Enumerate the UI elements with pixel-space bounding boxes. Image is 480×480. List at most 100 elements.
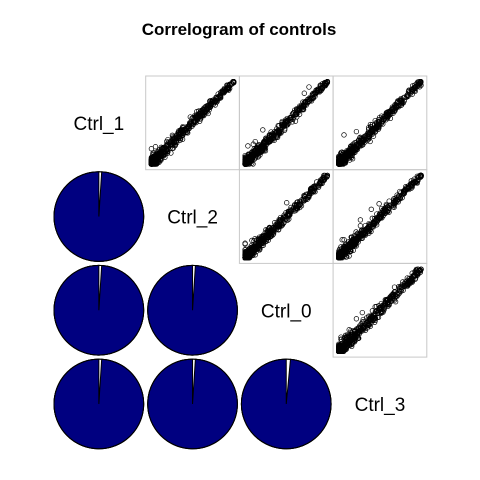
scatter-point (284, 122, 291, 128)
scatter-point (298, 203, 305, 209)
scatter-point (402, 186, 408, 192)
scatter-panel-ctrl_0-ctrl_3 (332, 262, 428, 358)
scatter-point (167, 139, 173, 145)
scatter-point (337, 348, 343, 355)
scatter-point (375, 314, 382, 321)
scatter-point (322, 83, 328, 89)
scatter-point (250, 154, 256, 160)
scatter-point (321, 80, 328, 86)
scatter-point (373, 308, 379, 315)
scatter-point (300, 106, 306, 112)
scatter-point (386, 198, 392, 204)
scatter-panel-ctrl_2-ctrl_0 (238, 169, 334, 264)
scatter-point (386, 205, 392, 212)
scatter-point (192, 114, 199, 121)
scatter-point (359, 326, 365, 332)
scatter-point (155, 148, 161, 155)
scatter-point (353, 316, 360, 322)
scatter-point (275, 128, 282, 134)
scatter-point (353, 141, 360, 148)
scatter-point (220, 89, 226, 95)
scatter-point (368, 228, 374, 235)
scatter-point (403, 184, 409, 190)
scatter-point (160, 149, 166, 156)
scatter-point (341, 153, 347, 159)
scatter-point (306, 192, 313, 198)
scatter-point (389, 294, 396, 300)
scatter-point (346, 253, 352, 259)
scatter-point (418, 79, 424, 85)
scatter-point (378, 215, 384, 221)
scatter-point (149, 154, 155, 161)
scatter-point (395, 104, 402, 110)
scatter-point (252, 138, 258, 145)
scatter-point (286, 216, 292, 222)
scatter-point (251, 238, 257, 244)
scatter-point (416, 80, 422, 87)
pie-outline (53, 264, 145, 356)
scatter-point (395, 98, 401, 104)
scatter-point (381, 304, 387, 311)
scatter-point (306, 84, 312, 90)
scatter-point (392, 289, 398, 295)
scatter-point (266, 234, 272, 241)
scatter-point (268, 135, 274, 142)
scatter-point (336, 255, 342, 261)
scatter-point (351, 238, 357, 244)
scatter-point (214, 98, 220, 105)
scatter-point (366, 223, 372, 229)
scatter-point (288, 117, 294, 123)
scatter-point (369, 308, 376, 314)
scatter-point (369, 315, 376, 322)
scatter-point (397, 284, 404, 290)
scatter-point (348, 146, 354, 153)
scatter-point (412, 276, 418, 282)
scatter-point (368, 206, 374, 212)
scatter-point (250, 252, 256, 259)
scatter-point (175, 130, 181, 136)
scatter-point (284, 200, 290, 206)
scatter-point (402, 279, 408, 285)
scatter-point (415, 174, 421, 181)
scatter-point (195, 112, 201, 118)
scatter-point (148, 161, 155, 167)
diagonal-label-ctrl-2: Ctrl_2 (167, 208, 218, 229)
scatter-panel-ctrl_2-ctrl_3 (332, 169, 428, 264)
scatter-point (305, 96, 311, 103)
scatter-point (337, 251, 343, 257)
scatter-point (152, 144, 159, 150)
pie-outline (53, 171, 145, 262)
scatter-point (361, 230, 367, 236)
scatter-point (378, 211, 385, 218)
scatter-point (412, 273, 418, 279)
scatter-point (385, 204, 391, 210)
pie-outline (147, 358, 238, 450)
scatter-point (405, 183, 411, 189)
scatter-point (242, 157, 248, 163)
scatter-point (149, 160, 155, 166)
scatter-point (401, 94, 407, 101)
scatter-point (409, 184, 416, 190)
scatter-point (397, 194, 403, 201)
scatter-point (382, 210, 388, 216)
scatter-point (376, 114, 383, 121)
scatter-point (353, 128, 360, 135)
scatter-point (342, 243, 348, 250)
scatter-point (388, 292, 395, 299)
panel-grid: Ctrl_1 Ctrl_2 Ctrl_0 Ctrl_3 (53, 75, 428, 450)
scatter-point (266, 225, 273, 231)
scatter-point (348, 234, 354, 240)
scatter-point (380, 118, 386, 124)
scatter-point (391, 196, 397, 202)
scatter-point (349, 152, 355, 159)
scatter-point (319, 86, 325, 92)
scatter-point (339, 345, 346, 351)
scatter-point (275, 223, 281, 229)
scatter-point (281, 214, 287, 220)
scatter-point (208, 103, 214, 109)
scatter-point (417, 268, 423, 274)
scatter-point (300, 102, 307, 109)
scatter-point (350, 242, 357, 248)
diagonal-label-ctrl-0: Ctrl_0 (261, 301, 312, 322)
